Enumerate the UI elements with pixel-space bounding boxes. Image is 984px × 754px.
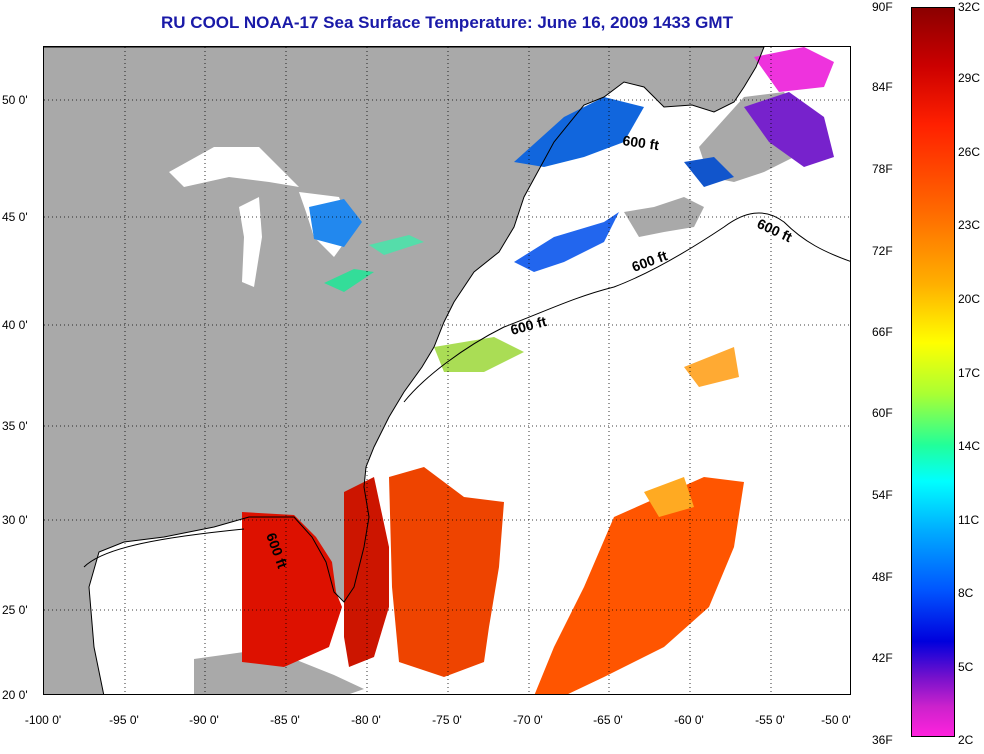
sst-florida-strait: [344, 477, 389, 667]
north-america-land: [44, 47, 764, 694]
contour-label-600ft: 600 ft: [509, 313, 549, 338]
lon-label: -60 0': [674, 713, 704, 727]
lat-label: 25 0': [2, 603, 28, 617]
sst-gulf-mexico: [242, 512, 342, 667]
lat-label: 45 0': [2, 210, 28, 224]
sst-sargasso-yellow: [644, 477, 694, 517]
colorbar-fahrenheit-label: 72F: [872, 244, 893, 258]
colorbar-fahrenheit-label: 54F: [872, 488, 893, 502]
lon-label: -50 0': [821, 713, 851, 727]
colorbar-fahrenheit-label: 84F: [872, 80, 893, 94]
sst-labrador-magenta: [754, 47, 834, 92]
lon-label: -85 0': [270, 713, 300, 727]
lon-label: -95 0': [109, 713, 139, 727]
sst-cape-breton: [684, 157, 734, 187]
lake-michigan: [239, 197, 262, 287]
coastline: [44, 47, 765, 694]
lake-superior: [169, 147, 299, 187]
colorbar-fahrenheit-label: 36F: [872, 733, 893, 747]
lon-label: -70 0': [513, 713, 543, 727]
sst-map: 600 ft 600 ft 600 ft 600 ft 600 ft: [43, 46, 851, 695]
lat-label: 40 0': [2, 318, 28, 332]
sst-st-lawrence: [514, 97, 644, 167]
colorbar-celsius-label: 29C: [958, 71, 981, 85]
map-title: RU COOL NOAA-17 Sea Surface Temperature:…: [161, 13, 733, 32]
contour-600ft: [83, 212, 850, 568]
sst-map-svg: 600 ft 600 ft 600 ft 600 ft 600 ft: [44, 47, 850, 694]
graticule: [44, 47, 850, 694]
lon-label: -80 0': [351, 713, 381, 727]
sst-newfoundland-purple: [744, 92, 834, 167]
lon-label: -55 0': [755, 713, 785, 727]
lat-label: 30 0': [2, 513, 28, 527]
colorbar-fahrenheit-label: 66F: [872, 325, 893, 339]
colorbar-fahrenheit-label: 60F: [872, 406, 893, 420]
colorbar-celsius-label: 23C: [958, 218, 981, 232]
colorbar-celsius-label: 20C: [958, 292, 981, 306]
colorbar-fahrenheit-label: 90F: [872, 0, 893, 14]
colorbar-fahrenheit-label: 48F: [872, 570, 893, 584]
colorbar-celsius-label: 8C: [958, 586, 974, 600]
colorbar-fahrenheit-label: 78F: [872, 162, 893, 176]
colorbar-celsius-label: 26C: [958, 145, 981, 159]
sst-sargasso-swath: [534, 477, 744, 694]
lon-label: -100 0': [24, 713, 62, 727]
sst-huron-blue: [309, 199, 362, 247]
lat-label: 50 0': [2, 93, 28, 107]
colorbar-celsius-label: 2C: [958, 733, 974, 747]
sst-midatlantic-green: [434, 337, 524, 372]
colorbar-celsius-label: 32C: [958, 0, 981, 14]
colorbar-fahrenheit-label: 42F: [872, 651, 893, 665]
contour-label-600ft: 600 ft: [622, 132, 661, 153]
contour-label-600ft: 600 ft: [755, 215, 795, 245]
lon-label: -90 0': [189, 713, 219, 727]
sst-lake-erie: [324, 269, 374, 292]
sst-lake-ontario: [369, 235, 424, 255]
lat-label: 20 0': [2, 688, 28, 702]
temperature-colorbar: [911, 7, 955, 737]
lon-label: -65 0': [593, 713, 623, 727]
lat-label: 35 0': [2, 419, 28, 433]
colorbar-celsius-label: 17C: [958, 366, 981, 380]
cuba-land: [194, 652, 364, 694]
sst-gulf-maine: [514, 212, 619, 272]
sst-southeast-orange: [389, 467, 504, 677]
colorbar-celsius-label: 14C: [958, 439, 981, 453]
colorbar-celsius-label: 5C: [958, 660, 974, 674]
lon-label: -75 0': [432, 713, 462, 727]
colorbar-celsius-label: 11C: [958, 513, 980, 527]
sst-offshore-orange: [684, 347, 739, 387]
